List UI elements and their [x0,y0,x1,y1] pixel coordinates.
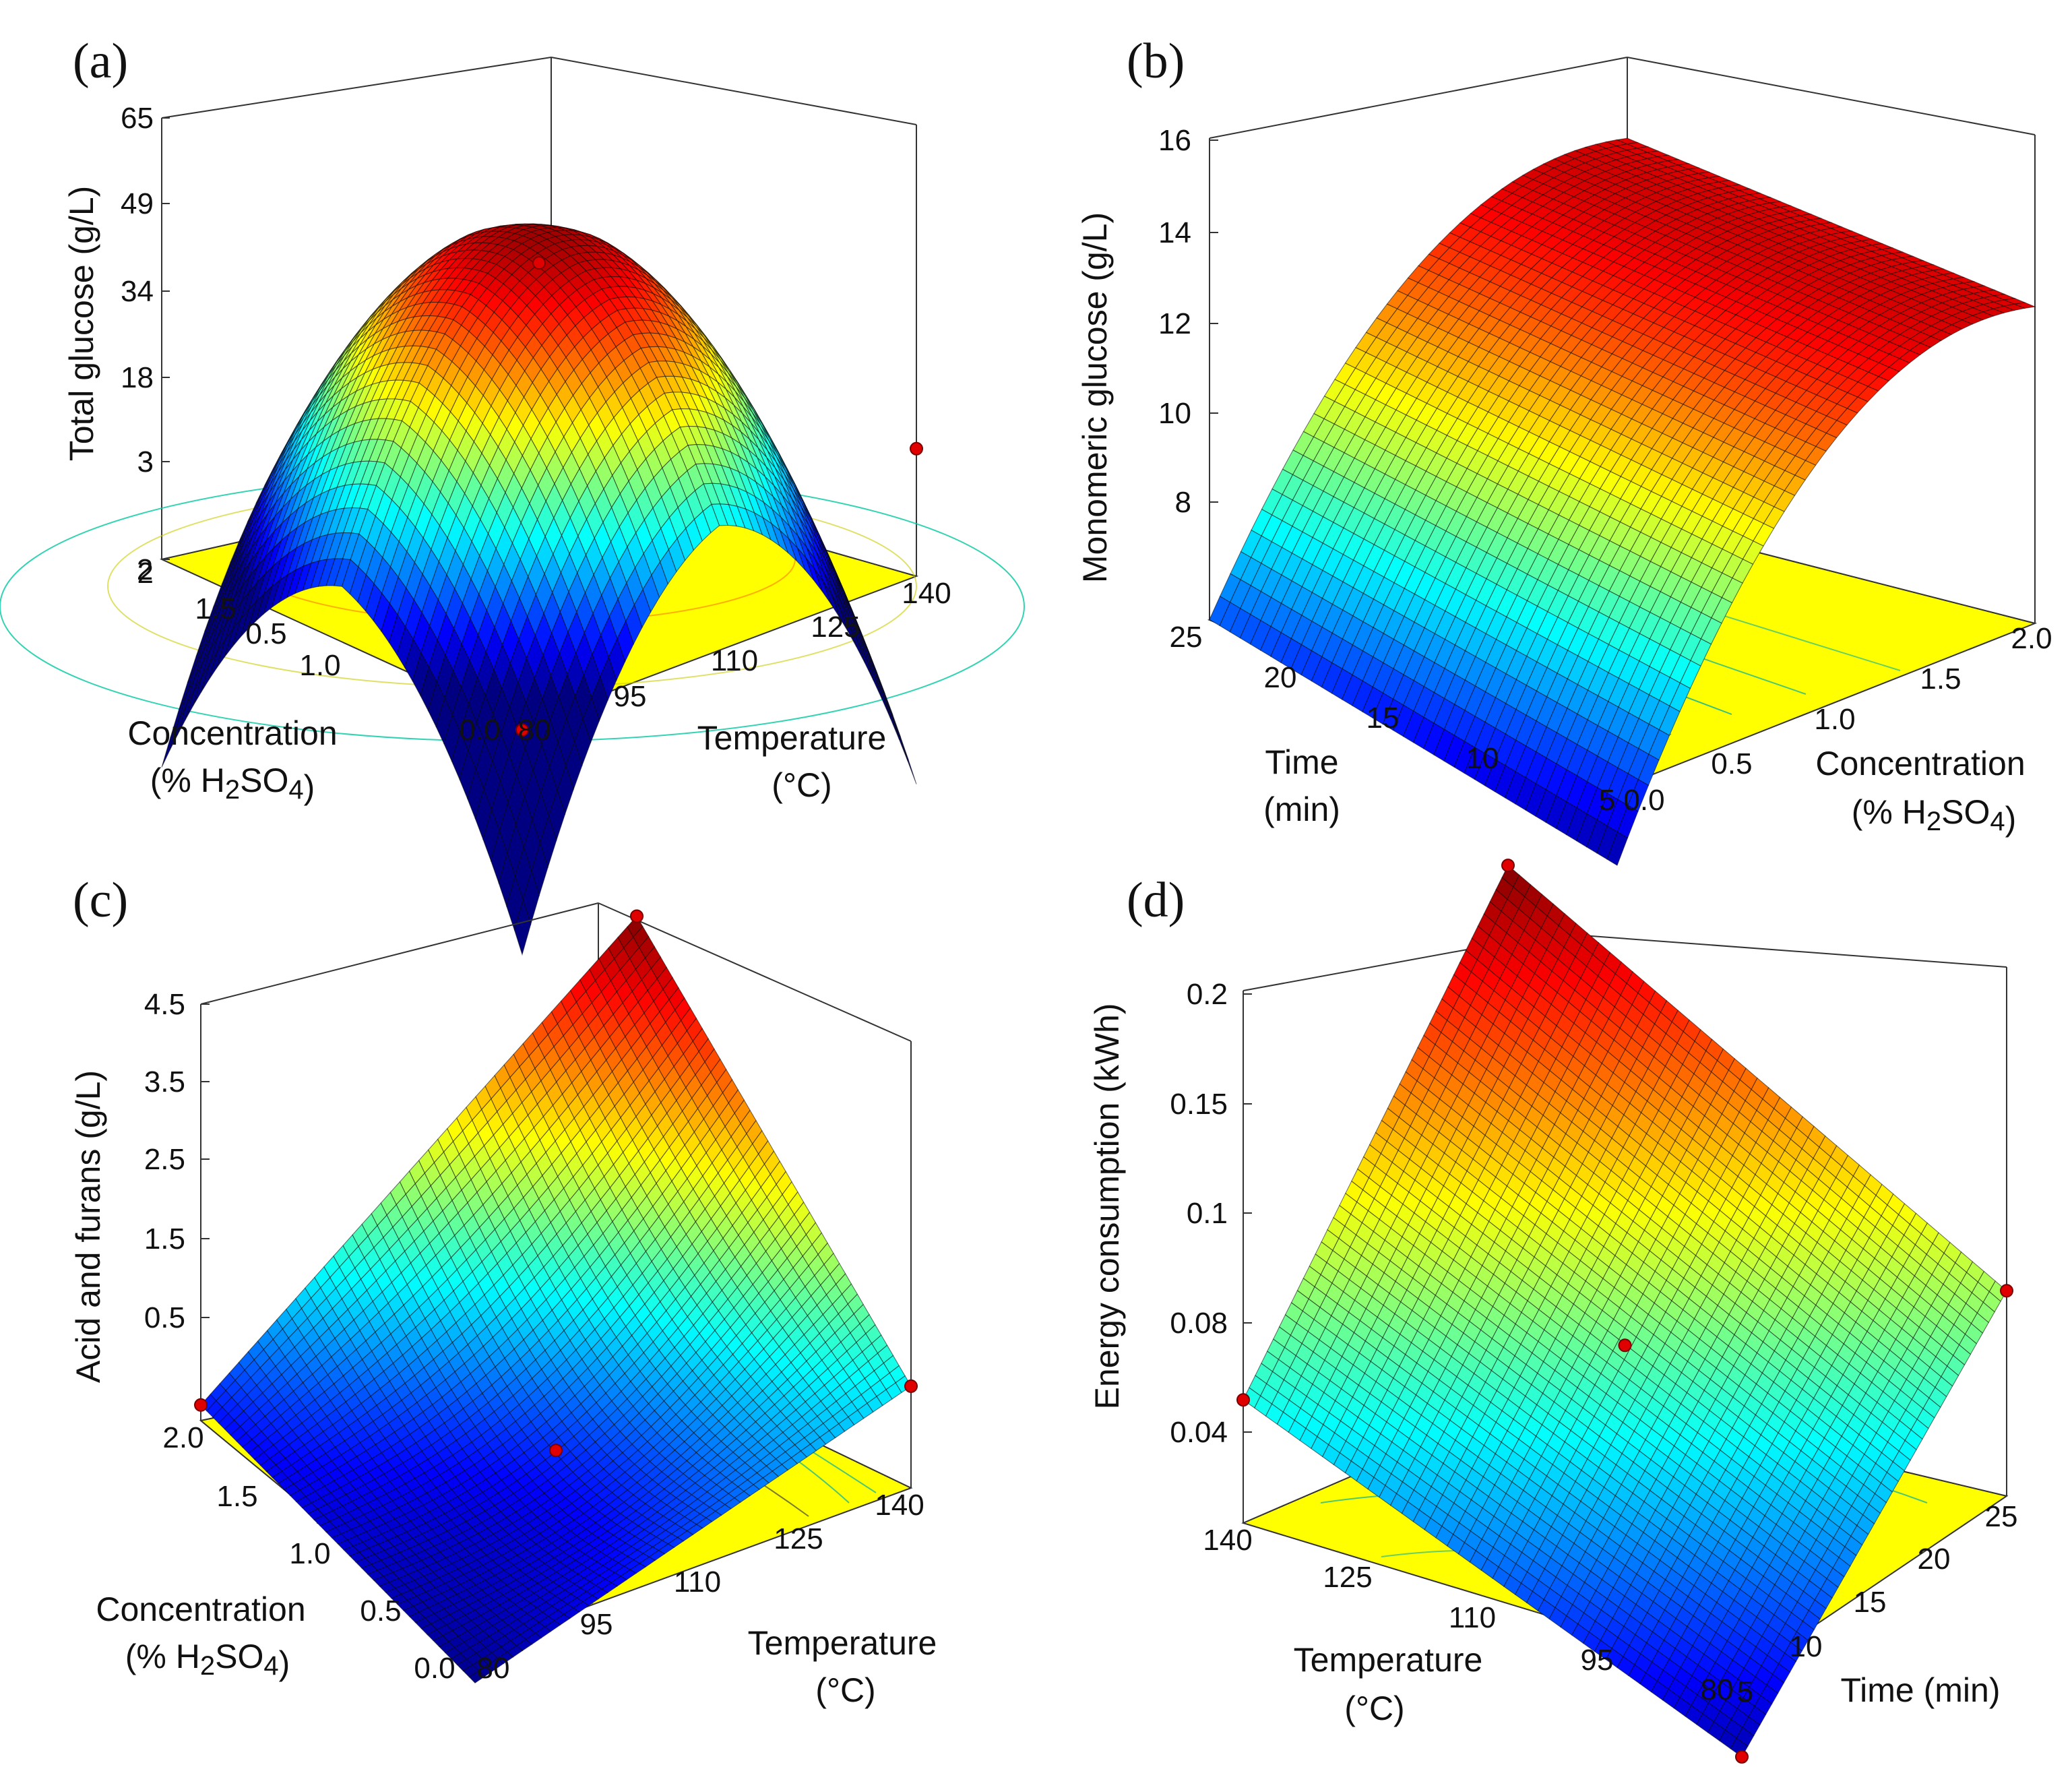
panel-a-z-tick: 65 [121,102,154,135]
panel-b-y-tick: 10 [1466,742,1499,775]
panel-a-total-glucose: (a) 65 49 [0,34,1025,956]
panel-b-y-tick: 20 [1264,661,1297,694]
panel-b-z-tick: 8 [1175,486,1191,519]
panel-a-x-tick: 140 [902,577,951,610]
panel-b-x-title: Concentration [1815,745,2025,782]
design-point [910,441,923,456]
panel-b-y-title: Time [1265,743,1338,781]
panel-b-z-tick: 14 [1158,216,1191,249]
panel-b-y-title-unit: (min) [1263,790,1340,828]
panel-b-x-tick: 0.5 [1711,747,1752,780]
panel-a-z-tick: 49 [121,187,154,220]
panel-b-x-tick: 1.0 [1814,703,1855,736]
panel-a-x-title-unit: (°C) [772,766,831,804]
panel-a-y-tick: 0.0 [459,714,500,747]
panel-b-monomeric-glucose: (b) 16 14 12 10 [1076,34,2052,866]
panel-a-x-tick: 95 [614,680,647,713]
panel-a-surface [161,223,917,956]
panel-a-y-title-unit: (% H2SO4) [150,762,315,806]
design-point [532,256,546,270]
panel-a-x-tick: 125 [811,611,860,644]
panel-a-y-title: Concentration [127,714,337,752]
panel-a-x-title: Temperature [697,719,887,757]
panel-b-x-title-unit: (% H2SO4) [1852,793,2017,838]
panel-b-z-tick: 10 [1158,397,1191,430]
panel-a-x-tick: 110 [711,644,758,677]
panel-a-z-tick: 34 [121,275,154,308]
panel-b-z-axis: 16 14 12 10 8 Monomeric glucose (g/L) [1076,124,1218,583]
panel-b-z-title: Monomeric glucose (g/L) [1076,212,1114,583]
panel-a-z-title: Total glucose (g/L) [63,186,100,462]
panel-a-z-axis: 65 49 34 18 3 2 Total glucose (g/L) [63,102,170,590]
panel-b-label: (b) [1127,34,1185,89]
panel-a-y-tick: 2 [137,553,153,586]
panel-c-label: (c) [73,873,128,928]
panel-a-y-tick: 1.5 [195,592,236,625]
panel-b-y-tick: 5 [1599,784,1615,817]
panel-c-acid-furans: (c) 4.5 3.5 2.5 1.5 [69,873,937,1709]
panel-b-x-tick: 0.0 [1623,784,1664,817]
panel-b-y-tick: 15 [1367,702,1400,735]
panel-b-y-tick: 25 [1170,621,1203,654]
panel-a-x-tick: 80 [518,714,551,747]
panel-b-z-tick: 12 [1158,307,1191,340]
panel-a-label: (a) [73,34,128,89]
panel-b-x-tick: 2.0 [2011,622,2052,655]
panel-a-y-tick: 0.5 [245,617,286,650]
panel-a-y-tick: 1.0 [299,649,340,682]
panel-b-z-tick: 16 [1158,124,1191,157]
panel-a-z-tick: 18 [121,361,154,394]
panel-b-x-tick: 1.5 [1920,662,1961,695]
panel-a-z-tick: 3 [137,445,154,478]
